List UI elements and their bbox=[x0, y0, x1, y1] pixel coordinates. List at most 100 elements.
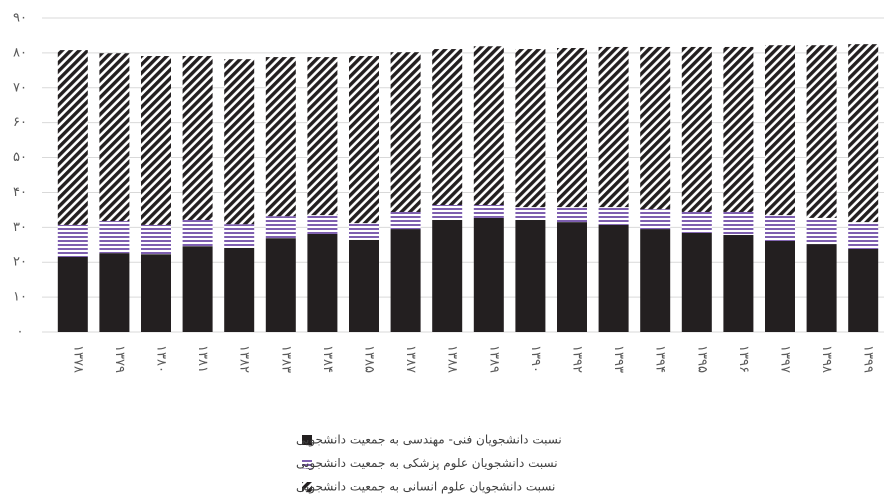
legend-swatch bbox=[302, 482, 312, 492]
bar-segment bbox=[141, 254, 171, 332]
bar-segment bbox=[307, 57, 338, 216]
y-tick-label: ۴۰ bbox=[13, 185, 27, 200]
legend-label: نسبت دانشجویان علوم انسانی به جمعیت دانش… bbox=[296, 480, 555, 495]
bar-segment bbox=[182, 246, 213, 332]
bar-segment bbox=[765, 240, 795, 332]
bar-segment bbox=[99, 53, 130, 222]
x-tick-label: ۱۳۸۵ bbox=[362, 345, 377, 373]
bar-segment bbox=[99, 221, 130, 254]
x-tick: ۱۳۷۸ bbox=[70, 345, 85, 373]
y-tick-label: ۹۰ bbox=[13, 11, 27, 26]
bar-segment bbox=[557, 48, 587, 208]
bar-segment bbox=[557, 207, 587, 223]
x-tick: ۱۳۸۷ bbox=[403, 345, 418, 373]
x-tick-label: ۱۳۹۹ bbox=[861, 345, 876, 373]
x-tick-label: ۱۳۹۶ bbox=[736, 345, 751, 373]
bar-segment bbox=[349, 223, 379, 240]
bar-segment bbox=[473, 217, 504, 332]
bar-segment bbox=[681, 232, 712, 332]
bar-segment bbox=[57, 224, 88, 257]
bar-segment bbox=[224, 247, 255, 332]
y-tick-label: ۷۰ bbox=[13, 80, 27, 95]
bar-segment bbox=[640, 46, 671, 210]
bar-segment bbox=[224, 224, 255, 248]
y-tick-label: ۸۰ bbox=[13, 45, 27, 60]
bar-segment bbox=[390, 52, 421, 212]
x-tick: ۱۳۸۲ bbox=[237, 345, 252, 373]
bar-segment bbox=[182, 220, 213, 247]
bar-segment bbox=[515, 220, 546, 332]
x-tick: ۱۳۹۶ bbox=[736, 345, 751, 373]
bar-segment bbox=[141, 224, 171, 255]
x-tick: ۱۳۹۸ bbox=[819, 345, 834, 373]
bar-segment bbox=[265, 216, 296, 239]
x-tick-label: ۱۳۸۲ bbox=[237, 345, 252, 373]
bar-segment bbox=[723, 235, 754, 332]
bar-segment bbox=[141, 56, 171, 225]
x-tick-label: ۱۳۹۳ bbox=[611, 345, 626, 373]
legend-swatch bbox=[302, 458, 312, 469]
bar-segment bbox=[848, 248, 879, 332]
bar-segment bbox=[515, 207, 546, 221]
x-tick: ۱۳۹۹ bbox=[861, 345, 876, 373]
x-tick-label: ۱۳۹۷ bbox=[778, 345, 793, 373]
bar-segment bbox=[57, 50, 88, 225]
x-tick: ۱۳۸۳ bbox=[278, 345, 293, 373]
bar-segment bbox=[182, 56, 213, 221]
y-tick-label: ۲۰ bbox=[13, 255, 27, 270]
x-tick-label: ۱۳۸۸ bbox=[445, 345, 460, 373]
legend-label: نسبت دانشجویان فنی- مهندسی به جمعیت دانش… bbox=[296, 433, 562, 448]
bar-segment bbox=[349, 239, 379, 332]
x-tick-label: ۱۳۸۹ bbox=[486, 345, 501, 373]
bar-segment bbox=[806, 217, 837, 245]
x-tick-label: ۱۳۷۸ bbox=[70, 345, 85, 373]
bar-segment bbox=[640, 209, 671, 230]
bar-segment bbox=[390, 229, 421, 332]
bar-segment bbox=[681, 46, 712, 212]
x-tick-label: ۱۳۹۲ bbox=[570, 345, 585, 373]
bar-segment bbox=[806, 45, 837, 218]
y-tick-label: ۵۰ bbox=[13, 150, 27, 165]
x-tick-label: ۱۳۸۴ bbox=[320, 345, 335, 373]
x-tick-label: ۱۳۹۵ bbox=[694, 345, 709, 373]
bar-segment bbox=[432, 49, 463, 206]
bar-segment bbox=[765, 215, 795, 241]
x-tick-label: ۱۳۸۱ bbox=[195, 345, 210, 373]
x-tick: ۱۳۹۳ bbox=[611, 345, 626, 373]
bar-segment bbox=[307, 215, 338, 234]
bar-segment bbox=[848, 222, 879, 249]
bar-segment bbox=[806, 244, 837, 332]
x-tick: ۱۳۸۱ bbox=[195, 345, 210, 373]
x-tick: ۱۳۹۰ bbox=[528, 345, 543, 373]
bar-segment bbox=[598, 46, 629, 208]
x-tick: ۱۳۸۰ bbox=[154, 345, 169, 373]
bar-segment bbox=[390, 211, 421, 230]
bar-segment bbox=[640, 229, 671, 332]
bar-segment bbox=[723, 211, 754, 236]
bar-segment bbox=[515, 49, 546, 208]
x-tick: ۱۳۸۹ bbox=[486, 345, 501, 373]
x-tick: ۱۳۸۸ bbox=[445, 345, 460, 373]
x-tick: ۱۳۸۴ bbox=[320, 345, 335, 373]
y-tick-label: ۳۰ bbox=[13, 220, 27, 235]
x-tick-label: ۱۳۹۴ bbox=[653, 345, 668, 373]
x-tick: ۱۳۹۷ bbox=[778, 345, 793, 373]
x-tick: ۱۳۹۲ bbox=[570, 345, 585, 373]
bar-segment bbox=[598, 207, 629, 225]
bar-segment bbox=[224, 59, 255, 225]
bar-segment bbox=[765, 45, 795, 216]
x-tick-label: ۱۳۸۰ bbox=[154, 345, 169, 373]
bar-segment bbox=[557, 222, 587, 332]
x-tick: ۱۳۸۵ bbox=[362, 345, 377, 373]
bar-segment bbox=[473, 46, 504, 206]
x-tick-label: ۱۳۷۹ bbox=[112, 345, 127, 373]
bar-segment bbox=[473, 205, 504, 218]
bar-segment bbox=[598, 224, 629, 332]
bar-segment bbox=[99, 253, 130, 332]
bar-segment bbox=[307, 233, 338, 332]
bar-segment bbox=[265, 57, 296, 217]
x-tick: ۱۳۹۵ bbox=[694, 345, 709, 373]
bar-segment bbox=[349, 56, 379, 224]
x-tick-label: ۱۳۸۷ bbox=[403, 345, 418, 373]
